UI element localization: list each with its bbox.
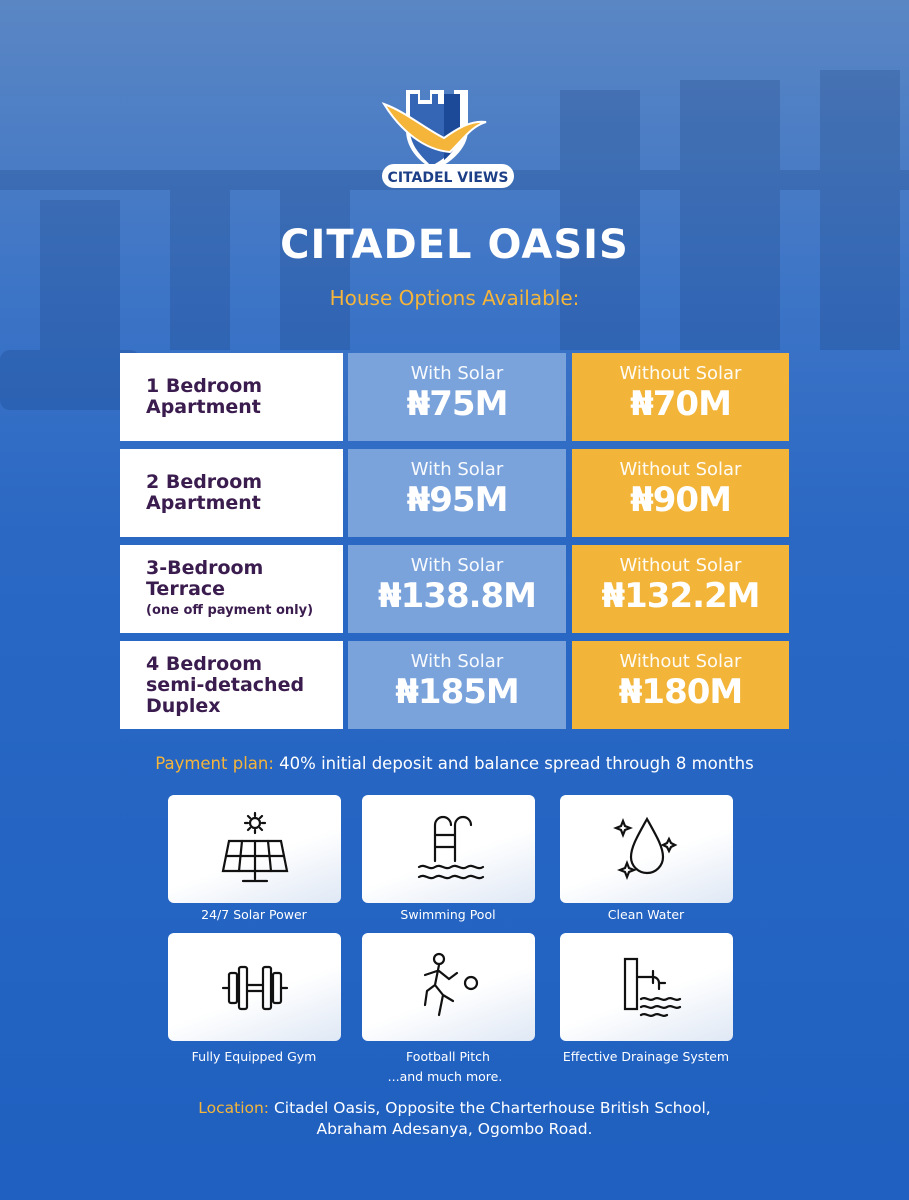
payment-plan: Payment plan: 40% initial deposit and ba… — [155, 754, 754, 773]
without-solar-price-cell: Without Solar ₦70M — [572, 353, 789, 441]
amenity-label: 24/7 Solar Power — [201, 907, 307, 922]
dumbbell-icon — [221, 965, 288, 1011]
option-name: 4 Bedroom semi-detached Duplex — [120, 641, 343, 729]
solar-panel-icon — [221, 811, 288, 883]
citadel-views-logo: CITADEL VIEWS — [381, 90, 514, 188]
amenity-label: Effective Drainage System — [562, 1049, 730, 1064]
amenity-card — [168, 933, 341, 1041]
logo-text: CITADEL VIEWS — [388, 170, 509, 186]
without-solar-price-cell: Without Solar ₦90M — [572, 449, 789, 537]
with-solar-price-cell: With Solar ₦185M — [348, 641, 566, 729]
amenity-card — [168, 795, 341, 903]
with-solar-price-cell: With Solar ₦75M — [348, 353, 566, 441]
with-solar-price-cell: With Solar ₦138.8M — [348, 545, 566, 633]
amenity-label: Swimming Pool — [400, 907, 496, 922]
water-drop-icon — [612, 816, 677, 880]
football-player-icon — [423, 952, 478, 1017]
amenity-card — [560, 933, 733, 1041]
amenity-card — [362, 933, 535, 1041]
option-name: 2 Bedroom Apartment — [120, 449, 343, 537]
without-solar-price-cell: Without Solar ₦132.2M — [572, 545, 789, 633]
building-background — [0, 70, 909, 410]
amenity-label: Fully Equipped Gym — [191, 1049, 317, 1064]
without-solar-price-cell: Without Solar ₦180M — [572, 641, 789, 729]
with-solar-price-cell: With Solar ₦95M — [348, 449, 566, 537]
location: Location: Citadel Oasis, Opposite the Ch… — [198, 1099, 711, 1138]
amenity-label: Football Pitch — [406, 1049, 490, 1064]
page-title: CITADEL OASIS — [280, 222, 629, 268]
subtitle: House Options Available: — [329, 286, 580, 310]
pool-ladder-icon — [417, 815, 484, 880]
more-text: ...and much more. — [387, 1069, 503, 1084]
amenity-card — [362, 795, 535, 903]
option-name: 3-Bedroom Terrace (one off payment only) — [120, 545, 343, 633]
amenity-card — [560, 795, 733, 903]
drainage-icon — [623, 957, 681, 1017]
option-name: 1 Bedroom Apartment — [120, 353, 343, 441]
amenity-label: Clean Water — [607, 907, 685, 922]
